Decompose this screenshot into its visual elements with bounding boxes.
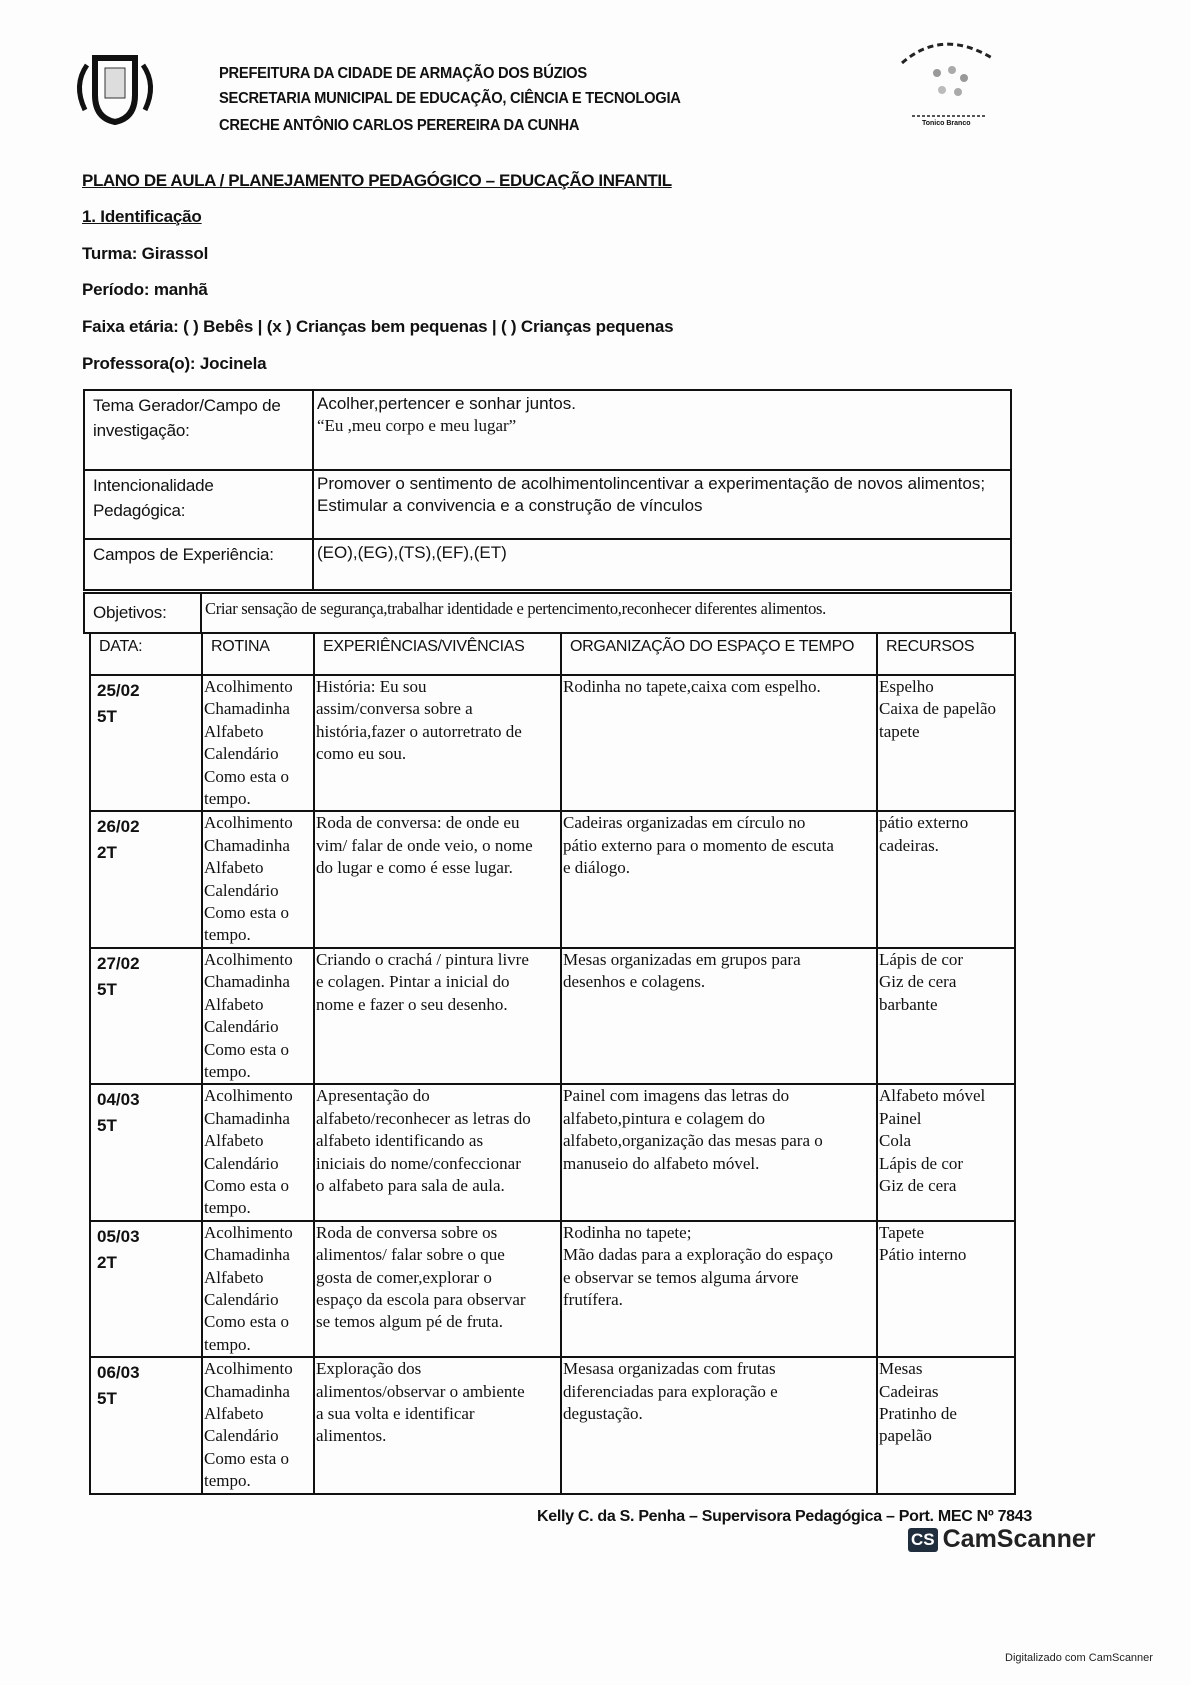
digitalizado-watermark: Digitalizado com CamScanner: [1005, 1652, 1153, 1664]
col-header-organizacao: ORGANIZAÇÃO DO ESPAÇO E TEMPO: [560, 632, 878, 676]
intencionalidade-line-2: Estimular a convivencia e a construção d…: [317, 496, 703, 515]
schedule-row: 06/03 5T Acolhimento Chamadinha Alfabeto …: [89, 1356, 1016, 1495]
rotina-cell: Acolhimento Chamadinha Alfabeto Calendár…: [201, 810, 315, 949]
campos-value: (EO),(EG),(TS),(EF),(ET): [312, 538, 1012, 591]
organizacao-cell: Mesasa organizadas com frutas diferencia…: [560, 1356, 878, 1495]
col-header-rotina: ROTINA: [201, 632, 315, 676]
organizacao-cell: Painel com imagens das letras do alfabet…: [560, 1083, 878, 1222]
schedule-row: 04/03 5T Acolhimento Chamadinha Alfabeto …: [89, 1083, 1016, 1222]
tema-label: Tema Gerador/Campo de investigação:: [83, 389, 314, 471]
supervisor-signature: Kelly C. da S. Penha – Supervisora Pedag…: [537, 1508, 1032, 1525]
schedule-row: 25/02 5T Acolhimento Chamadinha Alfabeto …: [89, 673, 1016, 813]
tema-line-2: “Eu ,meu corpo e meu lugar”: [317, 416, 517, 435]
document-title: PLANO DE AULA / PLANEJAMENTO PEDAGÓGICO …: [82, 171, 672, 190]
creche-logo-text: Tonico Branco: [922, 120, 971, 127]
rotina-cell: Acolhimento Chamadinha Alfabeto Calendár…: [201, 1219, 315, 1359]
faixa-etaria-field: Faixa etária: ( ) Bebês | (x ) Crianças …: [82, 317, 674, 336]
municipal-crest-logo: [65, 50, 165, 130]
rotina-cell: Acolhimento Chamadinha Alfabeto Calendár…: [201, 673, 315, 813]
experiencias-cell: Roda de conversa sobre os alimentos/ fal…: [313, 1219, 562, 1359]
intencionalidade-line-1: Promover o sentimento de acolhimentolinc…: [317, 474, 986, 493]
recursos-cell: Alfabeto móvel Painel Cola Lápis de cor …: [876, 1083, 1016, 1222]
col-header-recursos: RECURSOS: [876, 632, 1016, 676]
rotina-cell: Acolhimento Chamadinha Alfabeto Calendár…: [201, 1083, 315, 1222]
camscanner-logo: CS CamScanner: [908, 1525, 1095, 1554]
schedule-row: 05/03 2T Acolhimento Chamadinha Alfabeto …: [89, 1219, 1016, 1359]
schedule-row: 26/02 2T Acolhimento Chamadinha Alfabeto …: [89, 810, 1016, 949]
periodo-field: Período: manhã: [82, 280, 208, 299]
section-heading-identificacao: 1. Identificação: [82, 207, 202, 226]
intencionalidade-value: Promover o sentimento de acolhimentolinc…: [312, 469, 1012, 540]
date-cell: 04/03 5T: [89, 1083, 203, 1222]
intencionalidade-label: Intencionalidade Pedagógica:: [83, 469, 314, 540]
objetivos-table: Objetivos: Criar sensação de segurança,t…: [83, 592, 1012, 634]
professora-field: Professora(o): Jocinela: [82, 354, 267, 373]
tema-line-1: Acolher,pertencer e sonhar juntos.: [317, 394, 576, 413]
experiencias-cell: Apresentação do alfabeto/reconhecer as l…: [313, 1083, 562, 1222]
date-cell: 06/03 5T: [89, 1356, 203, 1495]
tema-value: Acolher,pertencer e sonhar juntos. “Eu ,…: [312, 389, 1012, 471]
col-header-experiencias: EXPERIÊNCIAS/VIVÊNCIAS: [313, 632, 562, 676]
objetivos-label: Objetivos:: [83, 592, 202, 634]
camscanner-brand: CamScanner: [942, 1525, 1096, 1553]
header-line-secretaria: SECRETARIA MUNICIPAL DE EDUCAÇÃO, CIÊNCI…: [219, 90, 681, 107]
experiencias-cell: Criando o crachá / pintura livre e colag…: [313, 946, 562, 1086]
creche-logo: Tonico Branco: [892, 28, 1002, 133]
schedule-header-row: DATA: ROTINA EXPERIÊNCIAS/VIVÊNCIAS ORGA…: [89, 632, 1016, 676]
objetivos-value: Criar sensação de segurança,trabalhar id…: [200, 592, 1012, 634]
organizacao-cell: Rodinha no tapete,caixa com espelho.: [560, 673, 878, 813]
turma-field: Turma: Girassol: [82, 244, 209, 263]
rotina-cell: Acolhimento Chamadinha Alfabeto Calendár…: [201, 946, 315, 1086]
date-cell: 25/02 5T: [89, 673, 203, 813]
info-row-tema: Tema Gerador/Campo de investigação: Acol…: [83, 389, 1012, 471]
experiencias-cell: Exploração dos alimentos/observar o ambi…: [313, 1356, 562, 1495]
organizacao-cell: Cadeiras organizadas em círculo no pátio…: [560, 810, 878, 949]
experiencias-cell: Roda de conversa: de onde eu vim/ falar …: [313, 810, 562, 949]
date-cell: 26/02 2T: [89, 810, 203, 949]
schedule-table: DATA: ROTINA EXPERIÊNCIAS/VIVÊNCIAS ORGA…: [89, 632, 1016, 1495]
recursos-cell: Espelho Caixa de papelão tapete: [876, 673, 1016, 813]
date-cell: 27/02 5T: [89, 946, 203, 1086]
recursos-cell: Mesas Cadeiras Pratinho de papelão: [876, 1356, 1016, 1495]
experiencias-cell: História: Eu sou assim/conversa sobre a …: [313, 673, 562, 813]
header-line-prefeitura: PREFEITURA DA CIDADE DE ARMAÇÃO DOS BÚZI…: [219, 65, 587, 82]
schedule-row: 27/02 5T Acolhimento Chamadinha Alfabeto …: [89, 946, 1016, 1086]
campos-label: Campos de Experiência:: [83, 538, 314, 591]
organizacao-cell: Rodinha no tapete; Mão dadas para a expl…: [560, 1219, 878, 1359]
info-table: Tema Gerador/Campo de investigação: Acol…: [83, 389, 1012, 591]
header-line-creche: CRECHE ANTÔNIO CARLOS PEREREIRA DA CUNHA: [219, 117, 580, 134]
organizacao-cell: Mesas organizadas em grupos para desenho…: [560, 946, 878, 1086]
rotina-cell: Acolhimento Chamadinha Alfabeto Calendár…: [201, 1356, 315, 1495]
camscanner-badge: CS: [908, 1527, 938, 1552]
date-cell: 05/03 2T: [89, 1219, 203, 1359]
col-header-data: DATA:: [89, 632, 203, 676]
recursos-cell: pátio externo cadeiras.: [876, 810, 1016, 949]
recursos-cell: Tapete Pátio interno: [876, 1219, 1016, 1359]
info-row-intencionalidade: Intencionalidade Pedagógica: Promover o …: [83, 469, 1012, 540]
info-row-campos: Campos de Experiência: (EO),(EG),(TS),(E…: [83, 538, 1012, 591]
recursos-cell: Lápis de cor Giz de cera barbante: [876, 946, 1016, 1086]
